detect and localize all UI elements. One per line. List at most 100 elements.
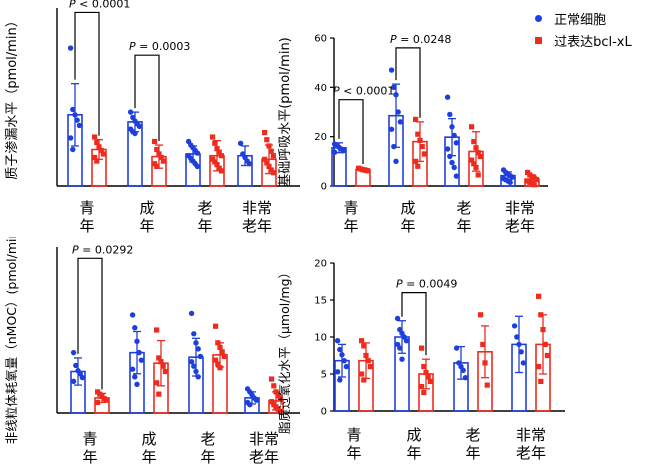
- category-label-line: 年: [346, 444, 361, 462]
- data-point-bclxl: [152, 138, 158, 145]
- data-point-bclxl: [213, 357, 219, 363]
- data-point-bclxl: [359, 338, 365, 344]
- data-point-bclxl: [270, 153, 276, 159]
- data-point-bclxl: [271, 383, 277, 389]
- data-point-normal: [194, 150, 201, 156]
- data-point-bclxl: [542, 341, 548, 347]
- category-label-line: 成: [406, 426, 421, 444]
- legend-marker-square: [535, 37, 542, 44]
- category-label-line: 老: [465, 426, 480, 444]
- data-point-bclxl: [359, 371, 365, 377]
- category-label-line: 年: [139, 217, 154, 235]
- data-point-normal: [73, 362, 79, 369]
- y-tick-label: 5: [321, 370, 327, 381]
- y-tick-label: 60: [314, 34, 327, 45]
- p-value-label: P = 0.0049: [396, 278, 457, 291]
- data-point-bclxl: [427, 378, 433, 384]
- category-label-line: 年: [141, 448, 156, 466]
- data-point-normal: [127, 109, 134, 115]
- data-point-bclxl: [421, 389, 427, 396]
- data-point-normal: [518, 349, 524, 355]
- significance-bracket: [74, 11, 100, 136]
- category-label-line: 青: [79, 199, 94, 217]
- data-point-bclxl: [415, 163, 421, 169]
- category-label: 成年: [406, 426, 421, 462]
- data-point-bclxl: [215, 361, 221, 367]
- data-point-bclxl: [218, 153, 224, 159]
- data-point-bclxl: [469, 157, 475, 163]
- category-label: 非常老年: [516, 426, 546, 462]
- data-point-bclxl: [423, 369, 429, 376]
- data-point-bclxl: [361, 377, 367, 383]
- category-label-line: 老: [197, 199, 212, 217]
- p-value-label: P < 0.0001: [69, 0, 130, 10]
- data-point-bclxl: [215, 340, 221, 346]
- data-point-bclxl: [364, 168, 370, 174]
- category-label-line: 青: [343, 199, 358, 217]
- data-point-bclxl: [538, 312, 544, 318]
- data-point-bclxl: [221, 353, 227, 360]
- data-point-normal: [193, 340, 199, 346]
- data-point-normal: [253, 397, 260, 403]
- data-point-normal: [136, 349, 142, 356]
- data-point-normal: [132, 374, 138, 380]
- category-label: 青年: [79, 199, 94, 235]
- category-label: 老年: [456, 199, 471, 235]
- data-point-normal: [134, 338, 140, 345]
- data-point-normal: [453, 173, 460, 179]
- data-point-bclxl: [473, 145, 479, 151]
- category-label-line: 年: [400, 217, 415, 235]
- category-label: 非常老年: [242, 199, 272, 235]
- data-point-normal: [237, 140, 244, 146]
- significance-bracket: [77, 257, 103, 390]
- data-point-normal: [136, 123, 143, 130]
- category-label-line: 年: [200, 448, 215, 466]
- category-label-line: 非常: [516, 426, 546, 444]
- data-point-bclxl: [419, 383, 425, 390]
- data-point-bclxl: [160, 363, 166, 369]
- p-symbol: P: [72, 243, 79, 256]
- data-point-bclxl: [475, 172, 481, 178]
- p-symbol: P: [129, 40, 136, 53]
- data-point-normal: [70, 378, 77, 385]
- data-point-normal: [403, 338, 410, 344]
- legend: 正常细胞 过表达bcl-xL: [535, 4, 659, 50]
- y-tick-label: 0: [321, 407, 327, 418]
- data-point-bclxl: [217, 365, 223, 371]
- significance-bracket: [395, 47, 421, 118]
- category-label: 青年: [346, 426, 361, 462]
- data-point-normal: [247, 402, 253, 408]
- data-point-normal: [337, 377, 343, 383]
- y-axis-label: 脂质过氧化水平（µmol/mg）: [277, 266, 292, 434]
- data-point-normal: [453, 140, 460, 146]
- y-axis-label: 质子渗漏水平（pmol/min）: [4, 14, 20, 179]
- data-point-bclxl: [262, 156, 268, 162]
- data-point-bclxl: [219, 349, 225, 355]
- data-point-normal: [343, 363, 350, 370]
- category-label: 非常老年: [505, 199, 535, 235]
- data-point-bclxl: [95, 399, 101, 406]
- data-point-normal: [246, 161, 253, 167]
- data-point-bclxl: [210, 134, 216, 140]
- data-point-normal: [191, 331, 197, 337]
- data-point-normal: [337, 346, 343, 353]
- data-point-bclxl: [536, 364, 542, 370]
- data-point-normal: [462, 375, 469, 381]
- category-label-line: 非常: [242, 199, 272, 217]
- data-point-bclxl: [471, 139, 477, 145]
- data-point-normal: [70, 106, 76, 113]
- data-point-bclxl: [277, 408, 283, 415]
- legend-marker-circle: [535, 15, 542, 22]
- significance-bracket: [338, 99, 364, 164]
- category-label-line: 老: [200, 430, 215, 448]
- category-label: 老年: [197, 199, 212, 235]
- data-point-bclxl: [98, 147, 104, 153]
- category-label: 青年: [82, 430, 97, 466]
- legend-item-bclxl: 过表达bcl-xL: [535, 30, 632, 50]
- data-point-bclxl: [413, 116, 419, 122]
- data-point-bclxl: [92, 134, 98, 140]
- data-point-normal: [134, 381, 140, 388]
- data-point-normal: [516, 341, 522, 348]
